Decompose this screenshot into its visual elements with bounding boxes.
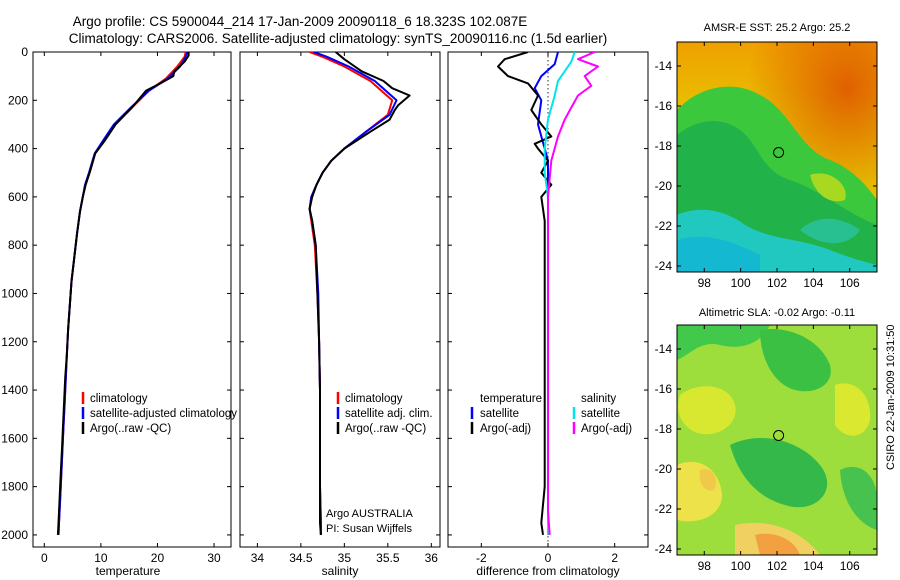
temperature-axes-box <box>32 51 232 548</box>
y-tick-label: 1600 <box>1 431 28 445</box>
map-x-tick-label: 104 <box>803 276 823 290</box>
legend-label-climatology: climatology <box>345 393 403 405</box>
legend-label-sal-argo: Argo(-adj) <box>581 423 632 435</box>
salinity-legend: climatology satellite adj. clim. Argo(..… <box>336 392 433 435</box>
legend-label-argo: Argo(..raw -QC) <box>90 423 171 435</box>
map-y-tick-label: -20 <box>655 462 673 476</box>
argo-program-text: Argo AUSTRALIA <box>326 508 413 520</box>
y-tick-label: 800 <box>8 238 28 252</box>
x-tick-label: 0 <box>41 551 48 565</box>
y-tick-label: 0 <box>21 45 28 59</box>
x-tick-label: 34 <box>251 551 265 565</box>
map-y-tick-label: -18 <box>655 139 673 153</box>
map-x-tick-label: 106 <box>840 276 860 290</box>
x-tick-label: -2 <box>476 551 487 565</box>
difference-xlabel: difference from climatology <box>476 564 619 578</box>
map-y-tick-label: -16 <box>655 99 673 113</box>
temperature-xlabel: temperature <box>96 564 161 578</box>
csiro-timestamp: CSIRO 22-Jan-2009 10:31:50 <box>885 324 897 470</box>
sst-map-y-axis: -14 -16 -18 -20 -22 -24 <box>655 59 877 273</box>
temperature-y-axis: 0 200 400 600 800 1000 1200 1400 1600 1800 2000 <box>1 45 231 542</box>
map-y-tick-label: -14 <box>655 59 673 73</box>
map-y-tick-label: -22 <box>655 502 673 516</box>
map-x-tick-label: 98 <box>698 559 712 573</box>
map-x-tick-label: 106 <box>840 559 860 573</box>
temperature-panel: 0 200 400 600 800 1000 1200 1400 1600 1800 2000 0 1… <box>1 45 237 578</box>
temperature-x-axis: 0 10 20 30 <box>41 52 221 565</box>
legend-label-climatology: climatology <box>90 393 148 405</box>
legend-label-sal-satellite: satellite <box>581 408 620 420</box>
sla-heatmap <box>677 325 877 555</box>
map-y-tick-label: -14 <box>655 342 673 356</box>
map-y-tick-label: -22 <box>655 219 673 233</box>
difference-legend: temperature satellite Argo(-adj) salinit… <box>470 393 632 435</box>
argo-pi-text: PI: Susan Wijffels <box>326 523 412 535</box>
x-tick-label: 35.5 <box>376 551 400 565</box>
salinity-y-axis <box>240 51 440 536</box>
map-y-tick-label: -18 <box>655 422 673 436</box>
difference-series <box>497 52 599 536</box>
sst-map-x-axis: 98 100 102 104 106 <box>698 42 860 290</box>
y-tick-label: 2000 <box>1 528 28 542</box>
sla-map-x-axis: 98 100 102 104 106 <box>698 325 860 573</box>
sla-map-y-axis: -14 -16 -18 -20 -22 -24 <box>655 342 877 556</box>
map-y-tick-label: -24 <box>655 259 673 273</box>
x-tick-label: 10 <box>94 551 108 565</box>
map-y-tick-label: -16 <box>655 382 673 396</box>
y-tick-label: 1800 <box>1 480 28 494</box>
map-x-tick-label: 104 <box>803 559 823 573</box>
map-x-tick-label: 98 <box>698 276 712 290</box>
legend-label-argo: Argo(..raw -QC) <box>345 423 426 435</box>
series-line-temperature-argo-adj- <box>497 52 553 536</box>
y-tick-label: 1200 <box>1 335 28 349</box>
x-tick-label: 2 <box>611 551 618 565</box>
salinity-panel: 34 34.5 35 35.5 36 salinity climatology sate… <box>239 51 441 578</box>
legend-label-temp-argo: Argo(-adj) <box>480 423 531 435</box>
legend-header-salinity: salinity <box>581 393 616 405</box>
sst-map-title: AMSR-E SST: 25.2 Argo: 25.2 <box>704 22 851 34</box>
sla-map-title: Altimetric SLA: -0.02 Argo: -0.11 <box>699 307 855 319</box>
argo-float-marker <box>773 430 785 441</box>
sst-map-panel: AMSR-E SST: 25.2 Argo: 25.2 -14 -16 -18 -20… <box>655 22 878 290</box>
x-tick-label: 35 <box>338 551 352 565</box>
map-y-tick-label: -20 <box>655 179 673 193</box>
legend-label-temp-satellite: satellite <box>480 408 519 420</box>
argo-float-marker <box>773 147 785 158</box>
series-line-argo-raw-qc- <box>56 52 190 535</box>
map-y-tick-label: -24 <box>655 542 673 556</box>
temperature-legend: climatology satellite-adjusted climatolo… <box>81 392 237 435</box>
difference-x-axis: -2 0 2 <box>476 52 618 565</box>
map-x-tick-label: 100 <box>731 559 751 573</box>
x-tick-label: 30 <box>207 551 221 565</box>
legend-label-satellite: satellite adj. clim. <box>345 408 433 420</box>
map-x-tick-label: 102 <box>767 559 787 573</box>
temperature-series <box>56 52 190 535</box>
legend-header-temperature: temperature <box>480 393 542 405</box>
sla-map-panel: Altimetric SLA: -0.02 Argo: -0.11 -14 -16… <box>655 307 878 573</box>
y-tick-label: 1000 <box>1 286 28 300</box>
map-x-tick-label: 102 <box>767 276 787 290</box>
salinity-series <box>308 52 411 535</box>
legend-label-satellite: satellite-adjusted climatology <box>90 408 237 420</box>
x-tick-label: 0 <box>545 551 552 565</box>
salinity-x-axis: 34 34.5 35 35.5 36 <box>251 52 439 565</box>
y-tick-label: 400 <box>8 142 28 156</box>
series-line-argo-raw-qc- <box>308 52 411 535</box>
x-tick-label: 34.5 <box>289 551 313 565</box>
x-tick-label: 20 <box>151 551 165 565</box>
y-tick-label: 600 <box>8 190 28 204</box>
map-x-tick-label: 100 <box>731 276 751 290</box>
figure-title-line2: Climatology: CARS2006. Satellite-adjuste… <box>69 31 608 46</box>
y-tick-label: 200 <box>8 93 28 107</box>
salinity-axes-box <box>239 51 441 548</box>
x-tick-label: 36 <box>425 551 439 565</box>
series-line-salinity-argo-adj- <box>547 52 599 535</box>
difference-panel: -2 0 2 difference from climatology tempera… <box>447 51 649 578</box>
figure-title-line1: Argo profile: CS 5900044_214 17-Jan-2009… <box>73 14 528 29</box>
salinity-xlabel: salinity <box>322 564 359 578</box>
y-tick-label: 1400 <box>1 383 28 397</box>
difference-y-axis <box>448 51 648 536</box>
